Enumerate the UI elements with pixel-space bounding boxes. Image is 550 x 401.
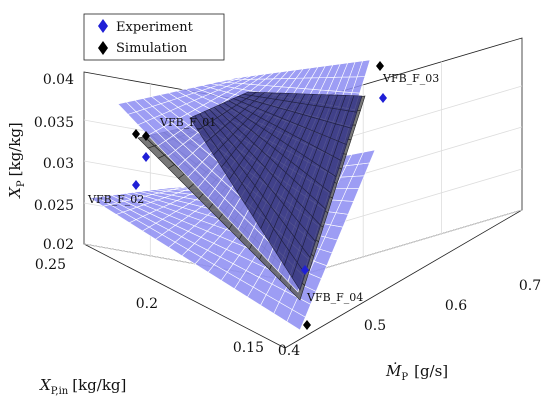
- experiment-point: [132, 180, 140, 190]
- simulation-point: [142, 131, 150, 141]
- annotation-vfb-f-04: VFB_F_04: [306, 291, 363, 304]
- y-tick-label: 0.25: [35, 257, 66, 273]
- data-points: [132, 61, 387, 330]
- legend-label-simulation: Simulation: [116, 41, 188, 56]
- lower-surface-cell: [357, 149, 376, 165]
- x-tick-label: 0.5: [364, 318, 386, 334]
- x-axis-label: ṀP [g/s]: [385, 362, 448, 383]
- legend: Experiment Simulation: [83, 13, 225, 61]
- legend-box: [83, 13, 225, 61]
- z-tick-label: 0.02: [43, 237, 74, 253]
- x-tick-label: 0.6: [445, 298, 467, 314]
- y-tick-label: 0.15: [233, 340, 264, 356]
- upper-surface-cell: [356, 59, 371, 78]
- z-tick-label: 0.035: [34, 115, 74, 131]
- annotation-vfb-f-02: VFB_F_02: [87, 193, 144, 206]
- experiment-point: [301, 265, 309, 275]
- legend-marker-simulation: [98, 41, 108, 55]
- z-axis-label: XP[kg/kg]: [6, 122, 27, 199]
- overlap-surface-cell: [348, 95, 363, 113]
- experiment-point: [379, 93, 387, 103]
- legend-marker-experiment: [98, 19, 108, 33]
- upper-bound-surface: [117, 59, 371, 293]
- x-tick-label: 0.4: [278, 343, 300, 359]
- simulation-point: [132, 129, 140, 139]
- tick-labels: 0.02 0.025 0.03 0.035 0.04 0.25 0.2 0.15…: [34, 72, 541, 359]
- annotation-vfb-f-01: VFB_F_01: [159, 116, 216, 129]
- simulation-point: [303, 320, 311, 330]
- z-tick-label: 0.03: [43, 156, 74, 172]
- annotation-vfb-f-03: VFB_F_03: [382, 72, 439, 85]
- z-tick-label: 0.025: [34, 198, 74, 214]
- z-tick-label: 0.04: [43, 72, 74, 88]
- x-tick-label: 0.7: [519, 278, 541, 294]
- y-axis-label: XP,in [kg/kg]: [39, 376, 126, 397]
- experiment-point: [142, 152, 150, 162]
- simulation-point: [376, 61, 384, 71]
- y-tick-label: 0.2: [136, 296, 158, 312]
- legend-label-experiment: Experiment: [116, 20, 194, 35]
